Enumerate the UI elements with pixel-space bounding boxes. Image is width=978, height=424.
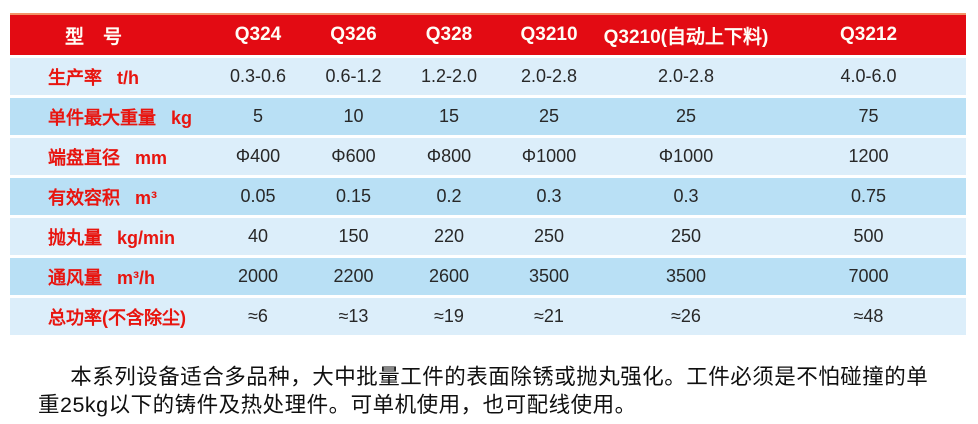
spec-value-cell: 10 <box>306 98 401 135</box>
spec-unit: m³ <box>135 187 157 208</box>
spec-value-cell: 0.6-1.2 <box>306 58 401 95</box>
spec-value-cell: 0.05 <box>210 178 306 215</box>
spec-label: 端盘直径 <box>48 147 120 168</box>
row-label: 单件最大重量 kg <box>10 98 210 135</box>
spec-unit: m³/h <box>117 267 155 288</box>
row-label: 端盘直径 mm <box>10 138 210 175</box>
spec-value-cell: 250 <box>497 218 601 255</box>
spec-value-cell: ≈21 <box>497 298 601 335</box>
spec-row-total-power: 总功率(不含除尘) ≈6 ≈13 ≈19 ≈21 ≈26 ≈48 <box>10 298 966 335</box>
spec-value-cell: 0.3-0.6 <box>210 58 306 95</box>
spec-label: 单件最大重量 <box>48 107 156 128</box>
spec-unit: kg <box>171 107 193 128</box>
model-header-q326: Q326 <box>306 13 401 55</box>
spec-value-cell: 25 <box>601 98 771 135</box>
spec-value-cell: 2600 <box>401 258 497 295</box>
spec-table-header-row: 型 号 Q324 Q326 Q328 Q3210 Q3210(自动上下料) Q3… <box>10 13 966 55</box>
spec-row-abrasive-flow: 抛丸量 kg/min 40 150 220 250 250 500 <box>10 218 966 255</box>
model-header-label: 型 号 <box>10 13 210 55</box>
spec-row-production-rate: 生产率 t/h 0.3-0.6 0.6-1.2 1.2-2.0 2.0-2.8 2… <box>10 58 966 95</box>
spec-unit: kg/min <box>117 227 176 248</box>
spec-label: 有效容积 <box>48 187 120 208</box>
spec-value-cell: 2000 <box>210 258 306 295</box>
spec-value-cell: 1200 <box>771 138 966 175</box>
model-header-q3210-auto: Q3210(自动上下料) <box>601 13 771 55</box>
spec-value-cell: 220 <box>401 218 497 255</box>
spec-value-cell: Φ600 <box>306 138 401 175</box>
spec-row-ventilation: 通风量 m³/h 2000 2200 2600 3500 3500 7000 <box>10 258 966 295</box>
model-header-q324: Q324 <box>210 13 306 55</box>
spec-value-cell: 40 <box>210 218 306 255</box>
spec-unit: t/h <box>117 67 139 88</box>
spec-value-cell: ≈19 <box>401 298 497 335</box>
spec-value-cell: 15 <box>401 98 497 135</box>
spec-value-cell: 3500 <box>497 258 601 295</box>
spec-value-cell: Φ1000 <box>601 138 771 175</box>
spec-value-cell: ≈6 <box>210 298 306 335</box>
spec-value-cell: 3500 <box>601 258 771 295</box>
spec-value-cell: 75 <box>771 98 966 135</box>
row-label: 生产率 t/h <box>10 58 210 95</box>
spec-value-cell: 7000 <box>771 258 966 295</box>
row-label: 有效容积 m³ <box>10 178 210 215</box>
spec-label: 抛丸量 <box>48 227 102 248</box>
spec-row-end-disk-diameter: 端盘直径 mm Φ400 Φ600 Φ800 Φ1000 Φ1000 1200 <box>10 138 966 175</box>
spec-unit: mm <box>135 147 168 168</box>
spec-label: 生产率 <box>48 67 102 88</box>
spec-label: 总功率(不含除尘) <box>48 307 186 328</box>
spec-value-cell: ≈48 <box>771 298 966 335</box>
model-header-q3210: Q3210 <box>497 13 601 55</box>
spec-value-cell: 4.0-6.0 <box>771 58 966 95</box>
spec-value-cell: Φ1000 <box>497 138 601 175</box>
spec-value-cell: 500 <box>771 218 966 255</box>
spec-label: 通风量 <box>48 267 102 288</box>
spec-value-cell: Φ400 <box>210 138 306 175</box>
row-label: 抛丸量 kg/min <box>10 218 210 255</box>
spec-value-cell: 2.0-2.8 <box>497 58 601 95</box>
spec-row-effective-volume: 有效容积 m³ 0.05 0.15 0.2 0.3 0.3 0.75 <box>10 178 966 215</box>
spec-table: 型 号 Q324 Q326 Q328 Q3210 Q3210(自动上下料) Q3… <box>10 10 966 338</box>
spec-value-cell: 5 <box>210 98 306 135</box>
model-header-q3212: Q3212 <box>771 13 966 55</box>
spec-value-cell: ≈13 <box>306 298 401 335</box>
row-label: 总功率(不含除尘) <box>10 298 210 335</box>
spec-value-cell: 0.2 <box>401 178 497 215</box>
spec-row-max-piece-weight: 单件最大重量 kg 5 10 15 25 25 75 <box>10 98 966 135</box>
row-label: 通风量 m³/h <box>10 258 210 295</box>
spec-value-cell: 0.15 <box>306 178 401 215</box>
spec-value-cell: 2200 <box>306 258 401 295</box>
spec-value-cell: 150 <box>306 218 401 255</box>
spec-value-cell: 2.0-2.8 <box>601 58 771 95</box>
spec-value-cell: 1.2-2.0 <box>401 58 497 95</box>
spec-table-container: 型 号 Q324 Q326 Q328 Q3210 Q3210(自动上下料) Q3… <box>10 10 966 338</box>
spec-value-cell: Φ800 <box>401 138 497 175</box>
spec-value-cell: 0.3 <box>497 178 601 215</box>
model-header-q328: Q328 <box>401 13 497 55</box>
spec-value-cell: 0.75 <box>771 178 966 215</box>
spec-value-cell: 0.3 <box>601 178 771 215</box>
spec-value-cell: ≈26 <box>601 298 771 335</box>
spec-value-cell: 250 <box>601 218 771 255</box>
spec-value-cell: 25 <box>497 98 601 135</box>
description-paragraph: 本系列设备适合多品种，大中批量工件的表面除锈或抛丸强化。工件必须是不怕碰撞的单重… <box>38 365 929 417</box>
